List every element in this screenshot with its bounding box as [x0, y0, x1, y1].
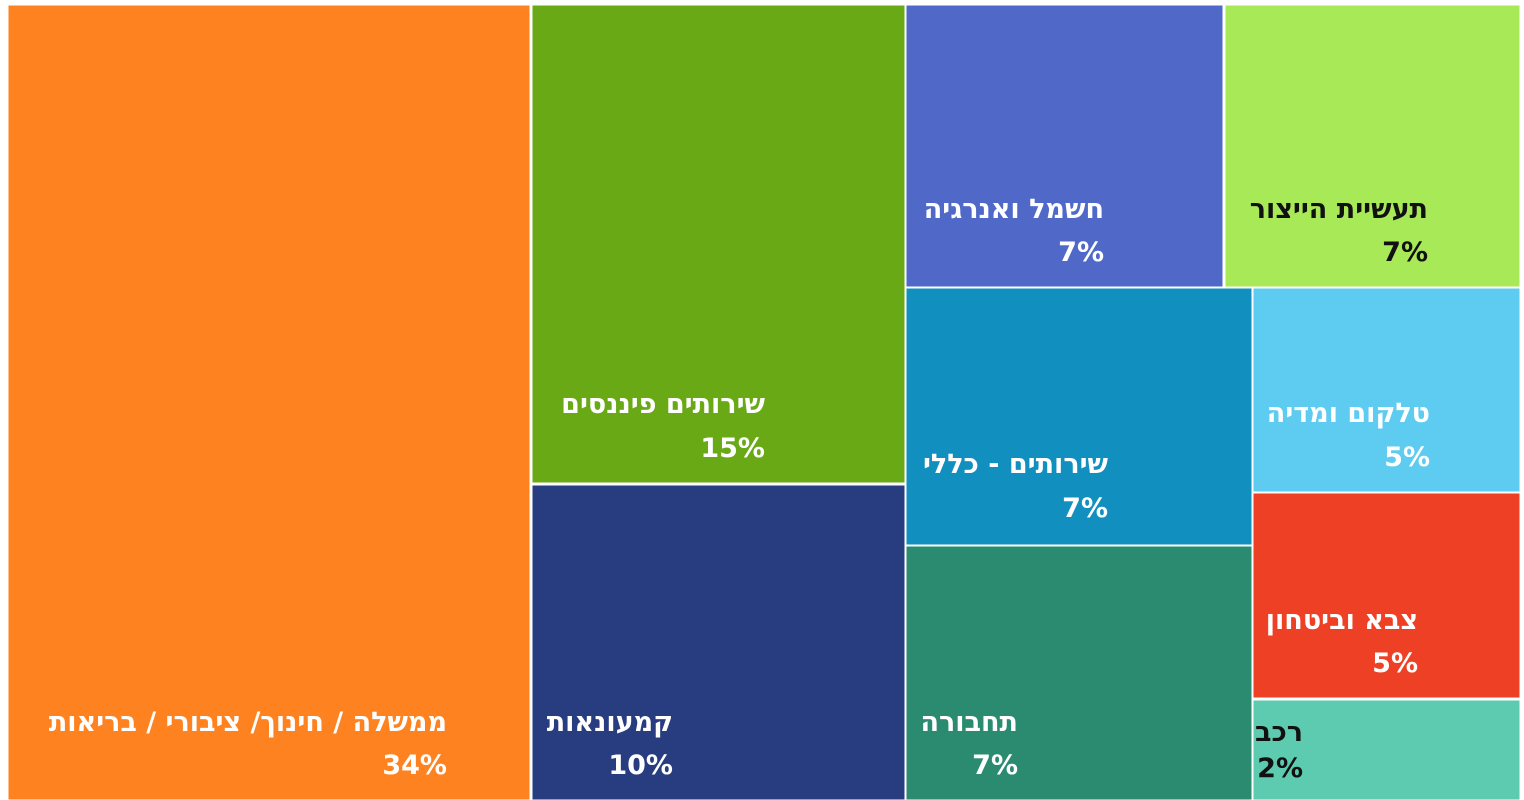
tile-label: תחבורה	[920, 707, 1018, 738]
value-label: 15%	[700, 433, 765, 464]
treemap-tile	[905, 287, 1253, 546]
treemap-tile	[1252, 287, 1521, 493]
treemap-tile	[1252, 699, 1521, 800]
treemap-tile	[531, 484, 906, 800]
value-label: 7%	[972, 750, 1018, 781]
tile-label: צבא וביטחון	[1266, 605, 1418, 636]
value-label: 7%	[1058, 237, 1104, 268]
value-label: 5%	[1372, 648, 1418, 679]
tile-label: תעשיית הייצור	[1250, 194, 1428, 225]
value-label: 2%	[1257, 753, 1303, 784]
value-label: 34%	[382, 750, 447, 781]
value-label: 10%	[608, 750, 673, 781]
value-label: 7%	[1062, 493, 1108, 524]
tile-label: שירותים - כללי	[923, 449, 1109, 480]
tile-label: טלקום ומדיה	[1267, 398, 1430, 429]
tile-label: חשמל ואנרגיה	[924, 194, 1104, 225]
treemap-tile	[1224, 4, 1521, 288]
value-label: 5%	[1384, 442, 1430, 473]
tile-label: ממשלה / חינוך/ ציבורי / בריאות	[49, 707, 447, 738]
tile-label: רכב	[1255, 717, 1303, 748]
treemap-tile	[7, 4, 531, 800]
treemap-tile	[905, 4, 1224, 288]
tile-label: קמעונאות	[547, 707, 673, 738]
value-label: 7%	[1382, 237, 1428, 268]
treemap-tile	[1252, 492, 1521, 699]
treemap-tile	[905, 545, 1253, 800]
tile-label: שירותים פיננסים	[561, 389, 765, 420]
treemap-tile	[531, 4, 906, 484]
